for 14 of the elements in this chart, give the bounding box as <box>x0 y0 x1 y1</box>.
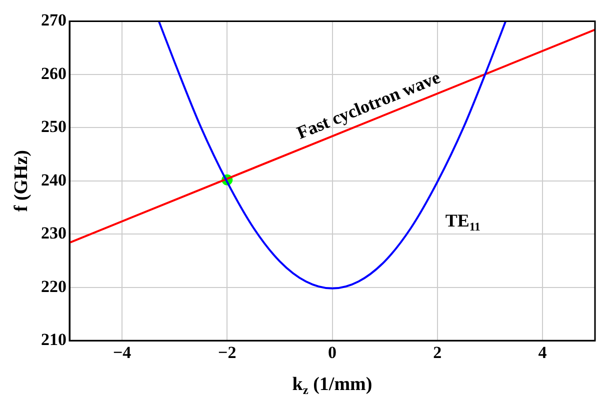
y-tick-label: 270 <box>41 10 66 30</box>
y-tick-label: 220 <box>41 276 66 296</box>
x-tick-label: 0 <box>328 343 336 362</box>
y-tick-label: 260 <box>41 64 66 83</box>
y-tick-label: 210 <box>41 330 66 349</box>
x-tick-label: 2 <box>433 343 442 362</box>
line-series <box>158 21 507 290</box>
y-tick-label: 250 <box>41 117 66 136</box>
y-tick-label: 240 <box>41 170 66 190</box>
y-tick-label: 230 <box>41 224 66 243</box>
x-tick-label: −4 <box>112 343 132 362</box>
y-axis-title: f (GHz) <box>10 150 32 212</box>
x-tick-label: −2 <box>218 343 236 362</box>
x-tick-label: 4 <box>538 343 548 362</box>
